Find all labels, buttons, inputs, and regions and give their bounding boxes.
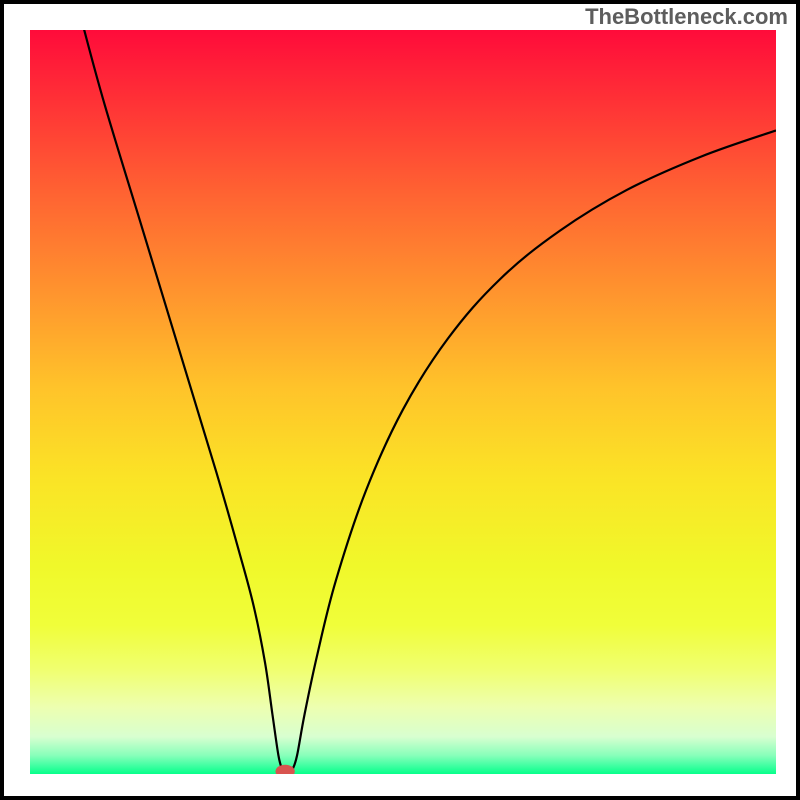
watermark: TheBottleneck.com: [585, 4, 788, 30]
gradient-background: [30, 30, 776, 774]
plot-svg: [30, 30, 776, 774]
plot-area: [30, 30, 776, 774]
chart-container: TheBottleneck.com: [0, 0, 800, 800]
